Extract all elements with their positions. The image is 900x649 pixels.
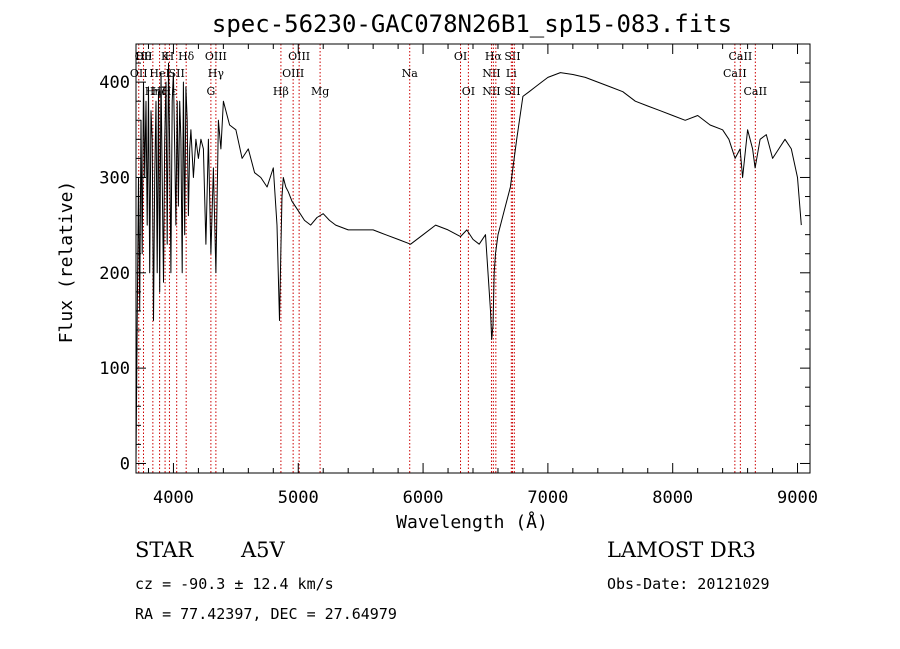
x-axis-label: Wavelength (Å)	[396, 511, 548, 533]
annotation-label: Hζ	[152, 85, 168, 98]
annotation-label: SII	[169, 67, 185, 80]
x-tick-label: 4000	[153, 488, 194, 508]
y-tick-label: 300	[99, 168, 130, 188]
plot-frame	[135, 43, 811, 474]
axis-ticks: 4000 5000 6000 7000 8000 9000 0 100 200 300 400	[99, 44, 818, 508]
annotation-label: OIII	[288, 50, 310, 63]
sky-coordinates: RA = 77.42397, DEC = 27.64979	[135, 605, 397, 623]
spectrum-line	[135, 62, 802, 464]
annotation-label: Li	[506, 67, 517, 80]
annotation-label: CaII	[743, 85, 767, 98]
annotation-label: H	[165, 50, 175, 63]
annotation-label: OII	[135, 50, 153, 63]
y-tick-label: 400	[99, 73, 130, 93]
annotation-label: Hγ	[208, 67, 225, 80]
x-tick-label: 8000	[652, 488, 693, 508]
annotation-label: NII	[482, 85, 500, 98]
x-tick-label: 7000	[527, 488, 568, 508]
annotation-label: OII	[130, 67, 148, 80]
x-tick-label: 5000	[278, 488, 319, 508]
annotation-label: Na	[402, 67, 419, 80]
line-annotations: OIIHθOIIHηHeIHζKHHεSIIHδGOIIIHγHβOIIIOII…	[130, 44, 767, 473]
annotation-label: HeI	[149, 67, 169, 80]
annotation-label: Hε	[162, 85, 178, 98]
annotation-label: SII	[504, 50, 520, 63]
annotation-label: Hδ	[178, 50, 195, 63]
y-axis-label: Flux (relative)	[56, 181, 77, 344]
survey-name: LAMOST DR3	[607, 538, 756, 562]
redshift-velocity: cz = -90.3 ± 12.4 km/s	[135, 575, 334, 593]
annotation-label: CaII	[723, 67, 747, 80]
annotation-label: SII	[504, 85, 520, 98]
series-layer	[135, 62, 802, 464]
observation-date: Obs-Date: 20121029	[607, 575, 770, 593]
annotation-label: Hβ	[273, 85, 289, 98]
annotation-label: Hα	[485, 50, 503, 63]
annotation-label: Hθ	[135, 50, 152, 63]
annotation-label: K	[161, 50, 170, 63]
annotation-label: CaII	[729, 50, 753, 63]
object-subclass: A5V	[241, 538, 285, 562]
chart-title: spec-56230-GAC078N26B1_sp15-083.fits	[212, 10, 732, 38]
annotation-label: G	[206, 85, 215, 98]
annotation-label: OI	[454, 50, 467, 63]
annotation-label: Mg	[311, 85, 329, 98]
x-tick-label: 9000	[777, 488, 818, 508]
annotation-label: NII	[482, 67, 500, 80]
object-class: STAR	[135, 538, 194, 562]
x-tick-label: 6000	[403, 488, 444, 508]
annotation-label: OIII	[205, 50, 227, 63]
annotation-label: OI	[462, 85, 475, 98]
y-tick-label: 0	[120, 454, 130, 474]
y-tick-label: 100	[99, 359, 130, 379]
annotation-label: OIII	[282, 67, 304, 80]
y-tick-label: 200	[99, 264, 130, 284]
